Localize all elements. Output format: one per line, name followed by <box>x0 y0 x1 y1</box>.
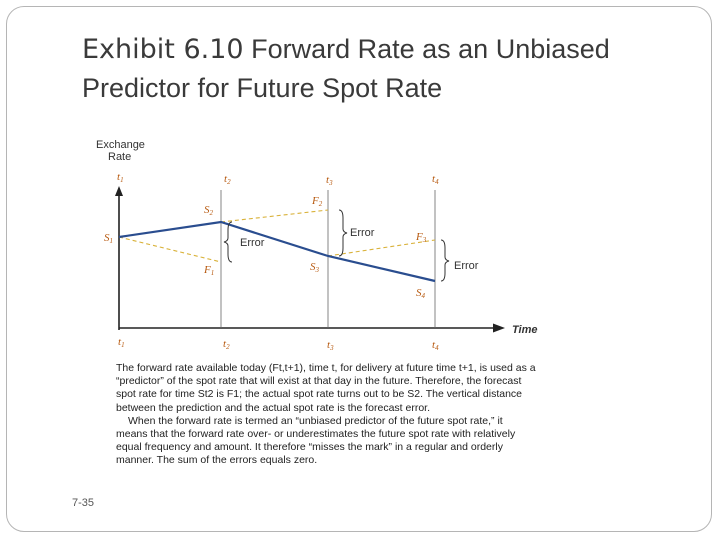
slide <box>6 6 712 532</box>
forward-label-f3: F3 <box>415 231 427 244</box>
y-axis-label-line1: Exchange <box>96 139 145 151</box>
forward-label-f2: F2 <box>311 195 323 208</box>
error-label-2: Error <box>350 227 375 239</box>
time-label-bottom-t3: t3 <box>327 339 334 352</box>
spot-label-s2: S2 <box>204 204 214 217</box>
caption-paragraph-2: When the forward rate is termed an “unbi… <box>116 414 516 467</box>
time-label-bottom-t1: t1 <box>118 336 125 349</box>
x-axis-arrow <box>493 323 505 333</box>
spot-label-s1: S1 <box>104 232 113 245</box>
error-brace-1 <box>223 221 233 263</box>
exhibit-number: Exhibit 6.10 <box>82 34 244 65</box>
error-brace-2 <box>338 209 348 257</box>
spot-label-s4: S4 <box>416 287 426 300</box>
error-label-1: Error <box>240 237 265 249</box>
caption-paragraph-1: The forward rate available today (Ft,t+1… <box>116 362 536 414</box>
diagram-caption: The forward rate available today (Ft,t+1… <box>116 362 536 468</box>
y-axis-label-line2: Rate <box>108 151 131 163</box>
forward-label-f1: F1 <box>203 264 214 277</box>
spot-label-s3: S3 <box>310 261 320 274</box>
time-label-bottom-t2: t2 <box>223 338 230 351</box>
spot-rate-line <box>118 220 436 283</box>
time-label-top-t1: t1 <box>117 171 124 184</box>
time-label-bottom-t4: t4 <box>432 339 439 352</box>
error-label-3: Error <box>454 260 479 272</box>
title-text: Forward Rate as an Unbiased Predictor fo… <box>82 34 610 103</box>
time-label-top-t4: t4 <box>432 173 439 186</box>
forward-line-s1-f1 <box>118 236 222 263</box>
error-brace-3 <box>440 239 450 282</box>
time-label-top-t3: t3 <box>326 174 333 187</box>
page-number: 7-35 <box>72 497 95 509</box>
time-label-top-t2: t2 <box>224 173 231 186</box>
forward-line-s2-f2 <box>220 209 329 223</box>
page-title: Exhibit 6.10 Forward Rate as an Unbiased… <box>82 30 682 107</box>
x-axis-label: Time <box>512 324 537 336</box>
y-axis-arrow <box>115 186 123 196</box>
